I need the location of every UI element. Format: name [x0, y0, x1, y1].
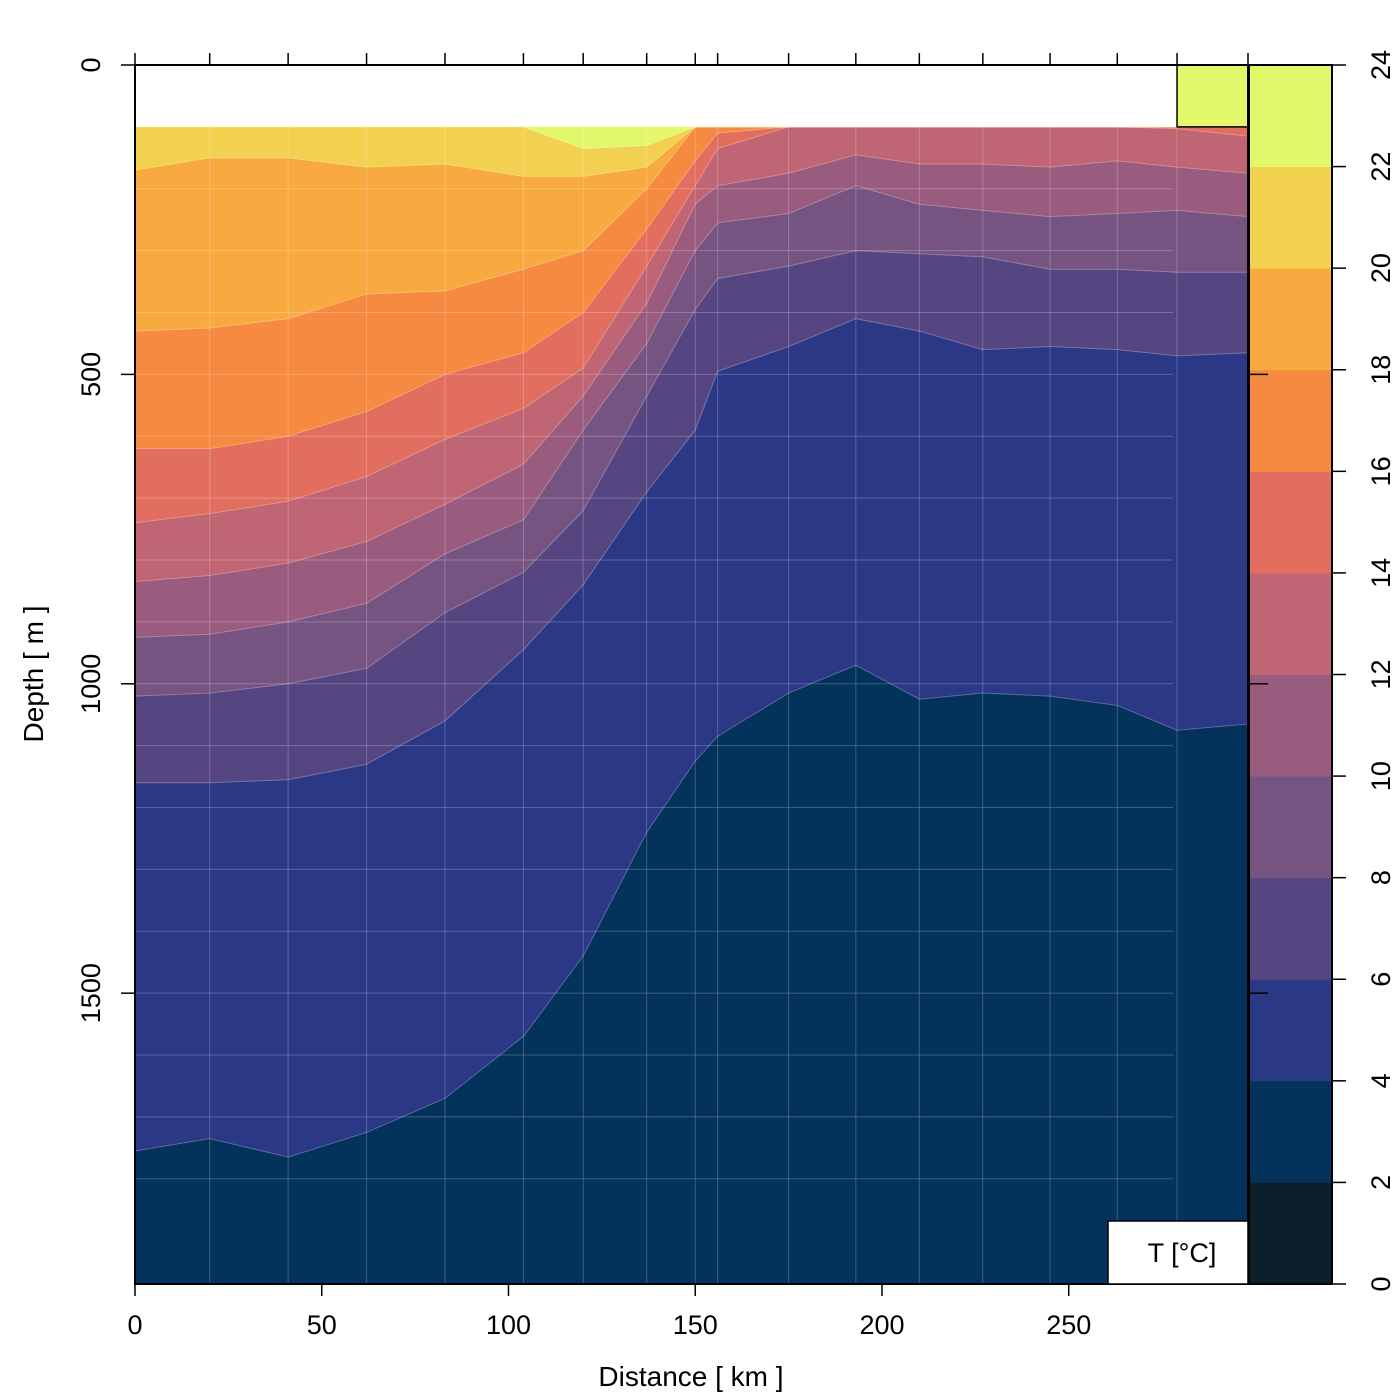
- colorbar-tick-label: 8: [1366, 870, 1396, 885]
- colorbar-swatch-6-8: [1250, 877, 1332, 980]
- surface-patch-rect: [1176, 64, 1249, 128]
- x-tick-label: 150: [673, 1310, 718, 1340]
- isotherm-18: [134, 126, 1248, 332]
- y-axis-title: Depth [ m ]: [18, 606, 49, 743]
- colorbar-tick-label: 14: [1366, 558, 1396, 588]
- y-tick-label: 0: [76, 57, 106, 72]
- colorbar-tick-label: 20: [1366, 253, 1396, 283]
- colorbar-swatch-10-12: [1250, 674, 1332, 777]
- colorbar-swatch-20-22: [1250, 166, 1332, 269]
- colorbar-tick-label: 22: [1366, 152, 1396, 182]
- colorbar-tick-label: 12: [1366, 659, 1396, 689]
- colorbar-swatch-22-24: [1250, 65, 1332, 168]
- colorbar-swatch-4-6: [1250, 979, 1332, 1082]
- colorbar-swatch-12-14: [1250, 572, 1332, 675]
- isotherm-16: [135, 126, 1248, 450]
- colorbar-tick-label: 24: [1366, 50, 1396, 80]
- x-axis-title: Distance [ km ]: [598, 1361, 783, 1392]
- isotherm-20: [134, 126, 1248, 177]
- isotherm-8: [134, 250, 1248, 697]
- axes: 0 50 100 150 200 250 0 500 1000 1500: [76, 53, 1268, 1340]
- colorbar-swatch-0-2: [1250, 1182, 1332, 1285]
- colorbar-tick-label: 18: [1366, 355, 1396, 385]
- colorbar-tick-label: 16: [1366, 456, 1396, 486]
- colorbar-tick-label: 6: [1366, 972, 1396, 987]
- y-tick-label: 500: [76, 352, 106, 397]
- colorbar-tick-label: 10: [1366, 761, 1396, 791]
- plot-frame: [134, 64, 1249, 1285]
- x-tick-label: 50: [307, 1310, 337, 1340]
- contour-band-22-24: [135, 126, 1248, 149]
- isotherm-6: [135, 318, 1249, 784]
- colorbar-tick-label: 4: [1366, 1073, 1396, 1088]
- colorbar-swatch-14-16: [1250, 471, 1332, 574]
- colorbar-swatch-8-10: [1250, 776, 1332, 879]
- x-tick-label: 100: [486, 1310, 531, 1340]
- y-tick-label: 1000: [76, 654, 106, 714]
- colorbar-swatch-18-20: [1250, 268, 1332, 371]
- colorbar-swatch-16-18: [1250, 369, 1332, 472]
- x-tick-label: 0: [127, 1310, 142, 1340]
- isotherm-4: [134, 664, 1249, 1158]
- surface-patch: [1176, 64, 1249, 128]
- legend-box: T [°C]: [1107, 1220, 1249, 1285]
- isotherm-14: [134, 126, 1249, 524]
- x-tick-label: 250: [1046, 1310, 1091, 1340]
- y-tick-label: 1500: [76, 963, 106, 1023]
- isotherm-12: [134, 154, 1249, 583]
- colorbar-tick-label: 2: [1366, 1175, 1396, 1190]
- x-tick-label: 200: [859, 1310, 904, 1340]
- contour-bands: [134, 126, 1249, 1285]
- colorbar-swatch-2-4: [1250, 1080, 1332, 1183]
- isotherm-22: [135, 126, 1248, 150]
- legend-title: T [°C]: [1148, 1238, 1217, 1268]
- isotherm-10: [134, 185, 1249, 638]
- colorbar-tick-label: 0: [1366, 1276, 1396, 1291]
